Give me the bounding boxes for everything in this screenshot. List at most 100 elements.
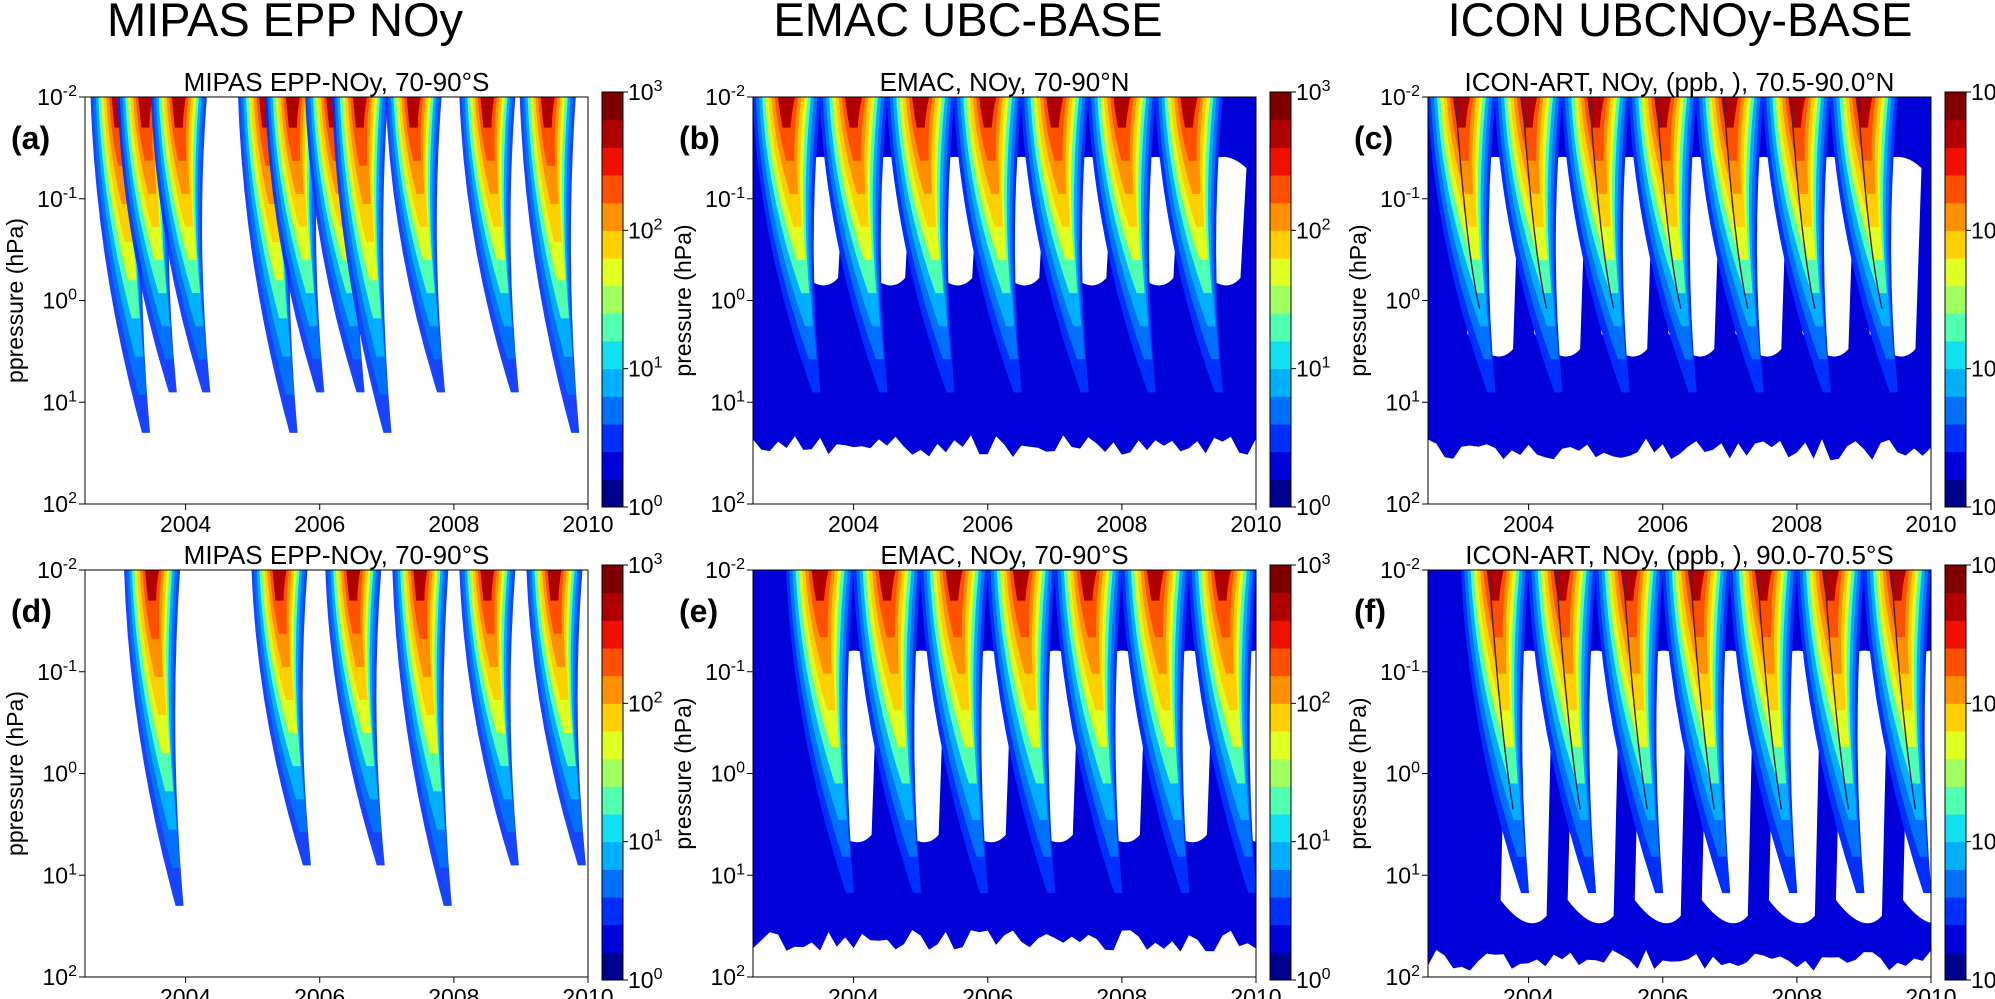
x-tick-label: 2008 [1771, 511, 1822, 537]
colorbar-segment [1945, 952, 1966, 981]
colorbar-tick-label: 102 [628, 689, 663, 716]
colorbar-segment [1270, 841, 1291, 870]
colorbar-segment [1270, 92, 1291, 121]
contour-line [1689, 570, 1715, 810]
noy-tongue-layer [138, 97, 153, 128]
colorbar-tick-label: 100 [1971, 493, 1995, 520]
colorbar-segment [1945, 731, 1966, 760]
colorbar-tick-label: 101 [1296, 355, 1331, 382]
colorbar-frame [1269, 91, 1292, 508]
colorbar-frame [601, 91, 624, 508]
colorbar-segment [1270, 952, 1291, 981]
colorbar-segment [1270, 897, 1291, 926]
colorbar-segment [1270, 451, 1291, 480]
colorbar-segment [602, 175, 623, 204]
colorbar-tick-label: 100 [1296, 493, 1331, 520]
colorbar-tick-label: 101 [628, 828, 663, 855]
y-tick-label: 101 [711, 861, 746, 888]
contour-line [1555, 570, 1581, 810]
colorbar-segment [602, 758, 623, 787]
colorbar-segment [1945, 147, 1966, 176]
colorbar-segment [1945, 202, 1966, 231]
colorbar-tick-label: 102 [1971, 689, 1995, 716]
colorbar-frame [1269, 564, 1292, 981]
y-tick-label: 10-2 [37, 556, 77, 583]
colorbar-segment [1945, 479, 1966, 508]
colorbar-segment [1270, 147, 1291, 176]
colorbar-tick-label: 101 [628, 355, 663, 382]
x-tick-label: 2004 [828, 511, 879, 537]
colorbar-segment [1270, 731, 1291, 760]
colorbar-tick-label: 101 [1971, 828, 1995, 855]
colorbar-segment [1270, 479, 1291, 508]
colorbar-segment [602, 451, 623, 480]
colorbar-segment [1270, 368, 1291, 397]
colorbar-segment [1270, 814, 1291, 843]
contour-line [1588, 97, 1615, 309]
noy-tongue-layer [480, 570, 495, 601]
y-axis-label: ppressure (hPa) [2, 218, 28, 383]
noy-tongue-layer [346, 570, 361, 601]
colorbar-segment [1270, 175, 1291, 204]
panel-e: 2004 2006 2008 2010 10-2 10-1 100 101 102 pressur… [670, 540, 1331, 999]
noy-tongue-layer [1146, 570, 1164, 601]
y-tick-label: 100 [43, 760, 78, 787]
colorbar-segment [1945, 786, 1966, 815]
colorbar-segment [602, 285, 623, 314]
colorbar-segment [602, 479, 623, 508]
noy-tongue-layer [1012, 570, 1030, 601]
x-tick-label: 2006 [1637, 511, 1688, 537]
colorbar-segment [1945, 368, 1966, 397]
colorbar-tick-label: 103 [1971, 78, 1995, 105]
y-tick-label: 10-2 [1380, 556, 1420, 583]
y-tick-label: 100 [1386, 760, 1421, 787]
y-tick-label: 102 [43, 490, 78, 517]
contour-line [1823, 570, 1850, 810]
colorbar-segment [602, 396, 623, 425]
x-tick-label: 2008 [428, 511, 479, 537]
colorbar-segment [1270, 758, 1291, 787]
panel-label: (a) [11, 120, 50, 156]
noy-tongue-layer [547, 570, 562, 601]
y-tick-label: 10-1 [37, 185, 77, 212]
colorbar-segment [1945, 175, 1966, 204]
y-tick-label: 10-2 [1380, 83, 1420, 110]
colorbar-segment [1945, 313, 1966, 342]
noy-tongue-layer [945, 570, 963, 601]
colorbar-tick-label: 103 [628, 551, 663, 578]
noy-tongue-layer [878, 570, 896, 601]
colorbar-segment [602, 424, 623, 453]
noy-tongue-layer [1113, 97, 1131, 128]
colorbar-segment [602, 565, 623, 594]
colorbar-segment [1945, 565, 1966, 594]
colorbar-segment [1270, 592, 1291, 621]
contour-line [1723, 97, 1749, 309]
colorbar-segment [1270, 565, 1291, 594]
colorbar-frame [1944, 564, 1967, 981]
y-axis-label: pressure (hPa) [1345, 224, 1371, 376]
y-tick-label: 102 [711, 963, 746, 990]
colorbar-segment [602, 92, 623, 121]
x-tick-label: 2004 [828, 984, 879, 999]
panel-title: MIPAS EPP-NOy, 70-90°S [184, 540, 490, 570]
y-tick-label: 101 [1386, 861, 1421, 888]
noy-tongue-layer [171, 97, 186, 128]
noy-tongue-layer [352, 97, 367, 128]
colorbar-segment [602, 341, 623, 370]
colorbar-segment [1270, 313, 1291, 342]
x-tick-label: 2010 [562, 511, 613, 537]
y-tick-label: 101 [711, 388, 746, 415]
noy-tongue-layer [912, 97, 930, 128]
plot-area [753, 97, 1256, 504]
colorbar-segment [1270, 258, 1291, 287]
colorbar-segment [1945, 341, 1966, 370]
panel-label: (c) [1354, 120, 1393, 156]
colorbar-segment [1270, 119, 1291, 148]
colorbar-segment [602, 675, 623, 704]
panel-title: EMAC, NOy, 70-90°S [880, 540, 1128, 570]
colorbar-segment [602, 620, 623, 649]
panel-label: (b) [679, 120, 720, 156]
colorbar-segment [1270, 424, 1291, 453]
column-title-mipas: MIPAS EPP NOy [106, 0, 464, 46]
y-tick-label: 102 [1386, 963, 1421, 990]
